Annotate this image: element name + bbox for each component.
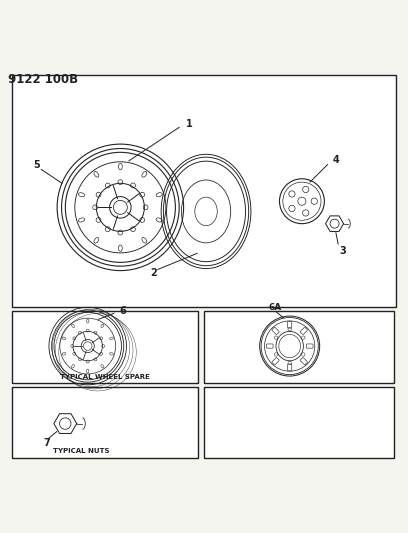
- Bar: [204, 387, 394, 458]
- Text: 5: 5: [33, 160, 40, 171]
- Text: TYPICAL WHEEL SPARE: TYPICAL WHEEL SPARE: [60, 375, 150, 381]
- Text: TYPICAL NUTS: TYPICAL NUTS: [53, 448, 110, 454]
- Text: 6A: 6A: [268, 303, 282, 312]
- Text: 1: 1: [186, 119, 193, 128]
- Text: 3: 3: [339, 246, 346, 256]
- Text: 2: 2: [150, 269, 157, 278]
- Bar: [204, 311, 394, 383]
- Bar: [12, 387, 198, 458]
- Bar: [12, 75, 396, 308]
- Text: 9122 100B: 9122 100B: [8, 72, 78, 86]
- Text: 6: 6: [120, 306, 126, 316]
- Text: 7: 7: [44, 438, 51, 448]
- Bar: [12, 311, 198, 383]
- Text: 4: 4: [333, 156, 339, 165]
